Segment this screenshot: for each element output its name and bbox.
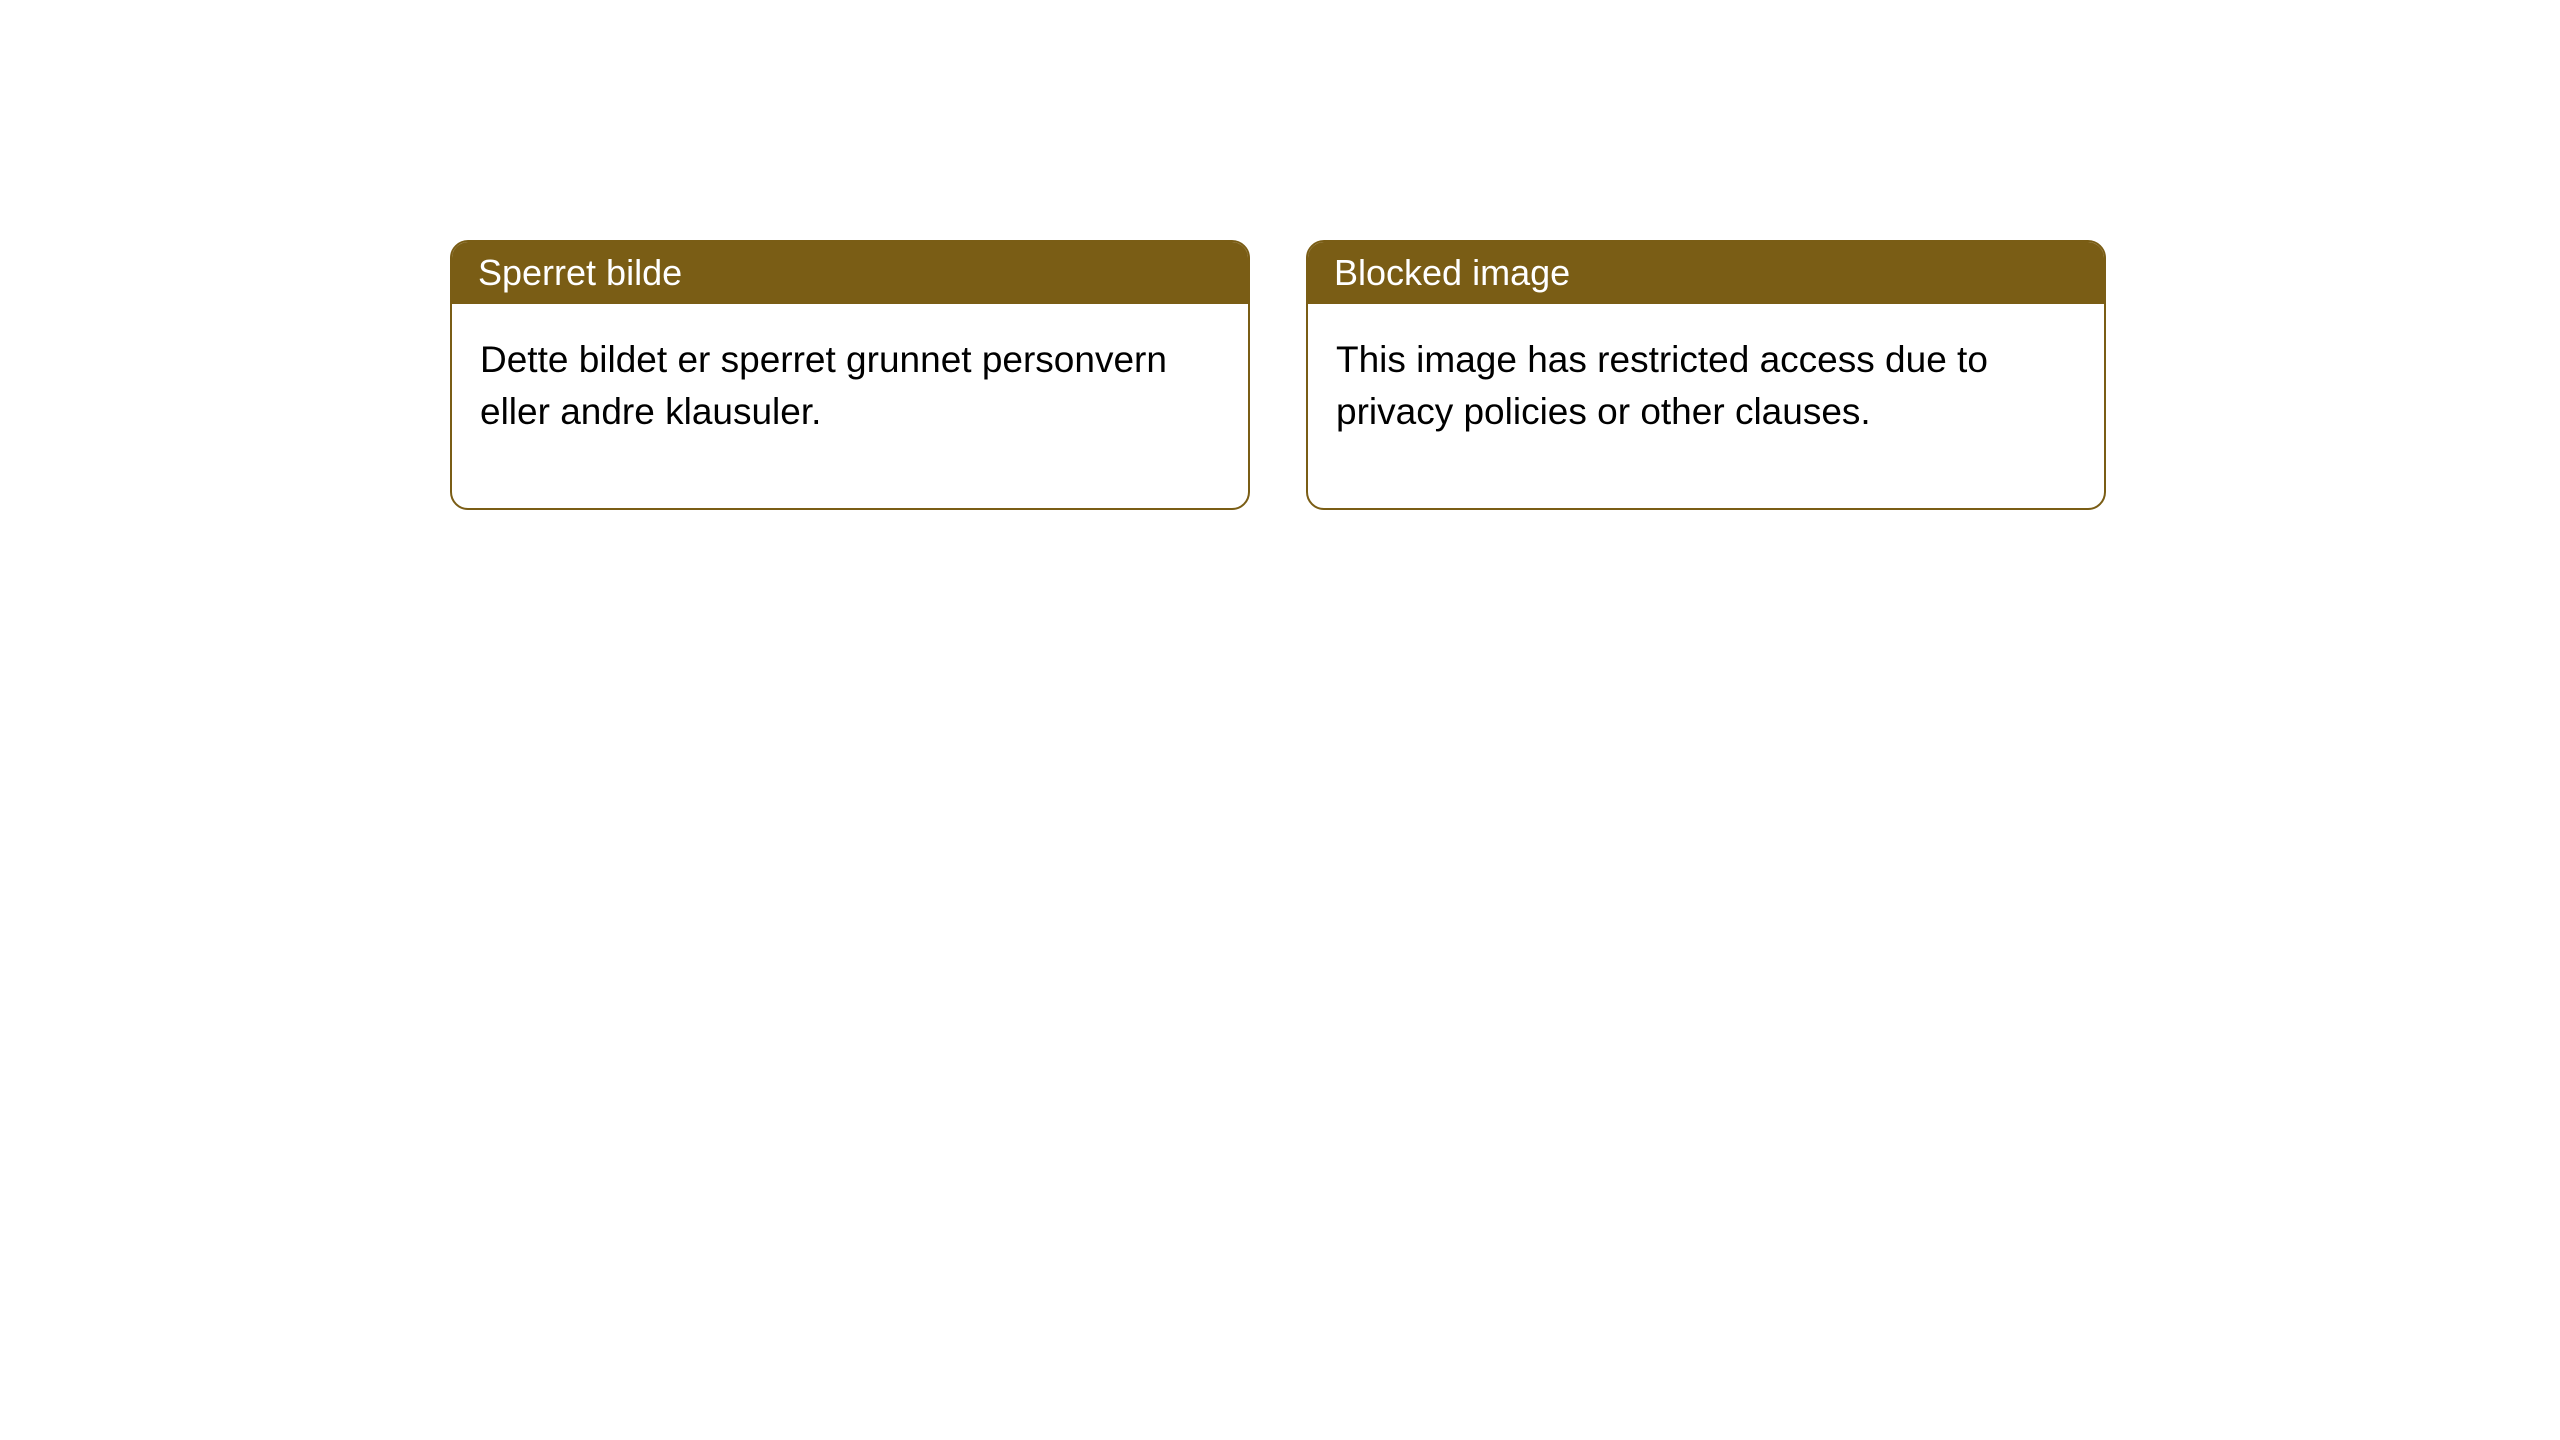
notice-cards-container: Sperret bilde Dette bildet er sperret gr… (450, 240, 2106, 510)
notice-header: Sperret bilde (452, 242, 1248, 304)
notice-body: Dette bildet er sperret grunnet personve… (452, 304, 1248, 508)
notice-card-norwegian: Sperret bilde Dette bildet er sperret gr… (450, 240, 1250, 510)
notice-card-english: Blocked image This image has restricted … (1306, 240, 2106, 510)
notice-header: Blocked image (1308, 242, 2104, 304)
notice-body: This image has restricted access due to … (1308, 304, 2104, 508)
